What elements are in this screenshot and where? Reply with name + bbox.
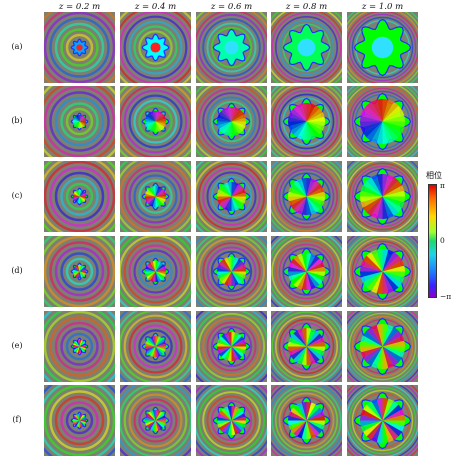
phase-panel (196, 86, 267, 157)
phase-panel (196, 311, 267, 382)
colorbar-tick-max: π (440, 181, 445, 190)
phase-panel (196, 385, 267, 456)
row-label: (c) (11, 190, 23, 200)
colorbar-tick-min: −π (440, 292, 452, 301)
phase-panel (347, 12, 418, 83)
column-title-1: z = 0.2 m (58, 2, 101, 12)
phase-panel (347, 86, 418, 157)
row-label: (a) (11, 41, 23, 51)
row-label: (f) (12, 414, 22, 424)
phase-panel (44, 86, 115, 157)
phase-panel (347, 385, 418, 456)
column-title-4: z = 0.8 m (285, 2, 328, 12)
phase-panel (120, 311, 191, 382)
phase-panel (271, 385, 342, 456)
colorbar (428, 184, 437, 298)
phase-panel (44, 236, 115, 307)
phase-panel (271, 161, 342, 232)
phase-panel (120, 12, 191, 83)
phase-panel (271, 12, 342, 83)
row-label: (b) (11, 115, 23, 125)
phase-panel (196, 161, 267, 232)
phase-panel (120, 86, 191, 157)
phase-panel (120, 236, 191, 307)
phase-panel (196, 236, 267, 307)
phase-panel (44, 385, 115, 456)
phase-panel (196, 12, 267, 83)
colorbar-title: 相位 (426, 171, 442, 180)
phase-panel (120, 161, 191, 232)
phase-panel (347, 236, 418, 307)
phase-panel (44, 311, 115, 382)
phase-panel (271, 311, 342, 382)
phase-panel (44, 161, 115, 232)
column-title-5: z = 1.0 m (361, 2, 404, 12)
column-title-2: z = 0.4 m (134, 2, 177, 12)
phase-panel (347, 161, 418, 232)
phase-panel (44, 12, 115, 83)
phase-panel (271, 86, 342, 157)
phase-panel (120, 385, 191, 456)
row-label: (e) (11, 340, 23, 350)
phase-panel (271, 236, 342, 307)
colorbar-tick-zero: 0 (440, 236, 445, 245)
row-label: (d) (11, 265, 23, 275)
phase-panel (347, 311, 418, 382)
column-title-3: z = 0.6 m (210, 2, 253, 12)
